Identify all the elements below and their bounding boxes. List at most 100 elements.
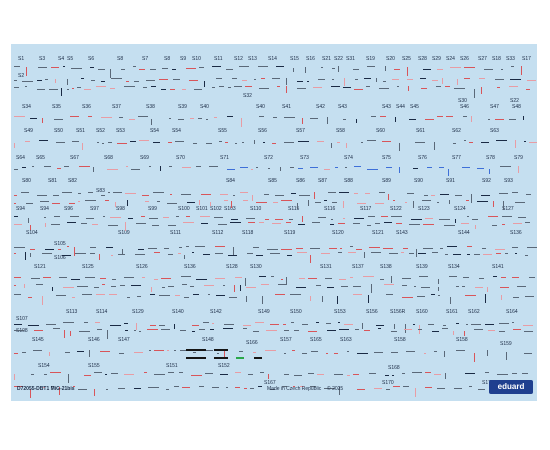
stencil-mark (353, 223, 360, 224)
stencil-mark (500, 166, 511, 167)
stencil-mark (495, 119, 504, 120)
stencil-mark (78, 389, 87, 390)
stencil-mark (100, 278, 106, 279)
stencil-mark (216, 295, 225, 296)
stencil-mark (244, 388, 247, 389)
stencil-mark (195, 246, 205, 247)
stencil-label: S168 (388, 365, 400, 371)
stencil-mark (239, 351, 243, 352)
stencil-mark (79, 331, 90, 332)
stencil-label: S6 (88, 56, 95, 62)
stencil-mark (462, 167, 470, 168)
stencil-mark (378, 328, 381, 329)
stencil-mark (44, 374, 47, 375)
stencil-label: S71 (220, 155, 229, 161)
stencil-label: S48 (512, 104, 521, 110)
stencil-mark (101, 117, 112, 118)
stencil-mark (471, 194, 472, 203)
stencil-mark (42, 253, 52, 254)
stencil-mark (159, 325, 165, 326)
stencil-mark (260, 372, 264, 373)
stencil-label: S84 (226, 178, 235, 184)
stencil-mark (75, 253, 86, 254)
stencil-mark (218, 224, 227, 225)
stencil-mark (131, 285, 141, 286)
stencil-mark (391, 352, 398, 353)
stencil-label: S2 (18, 73, 25, 79)
stencil-label: S162 (468, 309, 480, 315)
stencil-mark (364, 252, 365, 258)
stencil-mark (14, 277, 21, 278)
stencil-mark (379, 88, 389, 89)
stencil-mark (227, 169, 235, 170)
stencil-mark (14, 224, 22, 225)
stencil-mark (108, 225, 118, 226)
stencil-mark (242, 142, 244, 143)
stencil-mark (380, 116, 386, 117)
stencil-mark (308, 200, 309, 206)
stencil-mark (518, 166, 519, 173)
stencil-mark (24, 284, 25, 288)
stencil-mark (134, 352, 143, 353)
stencil-label: S170 (382, 380, 394, 386)
stencil-label: S76 (418, 155, 427, 161)
stencil-label: S86 (296, 178, 305, 184)
stencil-mark (367, 225, 371, 226)
stencil-mark (162, 68, 168, 69)
stencil-mark (275, 195, 284, 196)
stencil-mark (199, 200, 200, 205)
stencil-mark (363, 276, 374, 277)
stencil-mark (161, 89, 166, 90)
stencil-mark (25, 86, 27, 87)
stencil-mark (111, 373, 118, 374)
stencil-mark (362, 323, 363, 329)
stencil-label: S164 (506, 309, 518, 315)
stencil-mark (292, 350, 295, 351)
stencil-mark (189, 80, 198, 81)
stencil-label: S77 (452, 155, 461, 161)
stencil-mark (98, 69, 105, 70)
stencil-mark (230, 222, 241, 223)
stencil-mark (124, 277, 134, 278)
stencil-mark (286, 222, 291, 223)
stencil-mark (259, 88, 269, 89)
stencil-mark (529, 142, 537, 143)
stencil-mark (413, 324, 415, 325)
stencil-label: S14 (268, 56, 277, 62)
stencil-mark (200, 216, 210, 217)
stencil-mark (178, 119, 184, 120)
stencil-label: S12 (234, 56, 243, 62)
stencil-mark (208, 294, 210, 295)
stencil-mark (14, 247, 25, 248)
stencil-mark (343, 119, 346, 120)
stencil-mark (212, 387, 219, 388)
stencil-mark (297, 252, 307, 253)
stencil-mark (235, 277, 242, 278)
stencil-mark (294, 330, 299, 331)
stencil-mark (233, 247, 234, 255)
stencil-label: S22 (510, 98, 519, 104)
stencil-mark (497, 87, 500, 88)
stencil-mark (37, 80, 42, 81)
stencil-label: S21 (322, 56, 331, 62)
stencil-mark (120, 285, 125, 286)
stencil-mark (383, 248, 393, 249)
stencil-mark (178, 253, 181, 254)
stencil-mark (485, 294, 486, 303)
stencil-mark (495, 79, 504, 80)
stencil-mark (240, 285, 241, 291)
stencil-mark (56, 295, 66, 296)
stencil-mark (201, 194, 211, 195)
stencil-mark (149, 350, 151, 351)
stencil-mark (409, 119, 416, 120)
stencil-label: S70 (176, 155, 185, 161)
stencil-mark (408, 86, 409, 91)
stencil-label: S45 (410, 104, 419, 110)
stencil-label: S171 (482, 380, 494, 386)
stencil-mark (392, 375, 394, 376)
stencil-mark (22, 81, 33, 82)
stencil-mark (341, 286, 348, 287)
stencil-mark (271, 276, 274, 277)
stencil-mark (93, 167, 94, 172)
stencil-mark (166, 389, 169, 390)
